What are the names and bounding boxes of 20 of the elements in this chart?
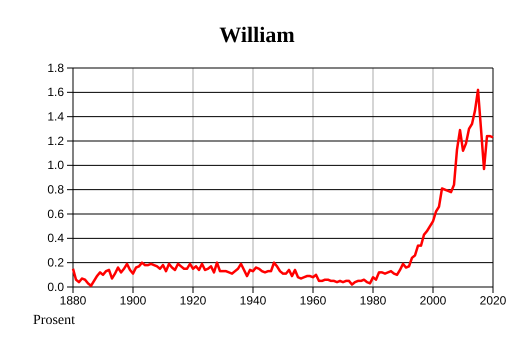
chart-title: William <box>219 22 295 47</box>
x-tick-label: 2000 <box>420 294 447 308</box>
y-tick-label: 0.2 <box>47 256 64 270</box>
x-tick-label: 1940 <box>240 294 267 308</box>
y-tick-label: 1.8 <box>47 60 64 75</box>
x-tick-label: 1880 <box>60 294 87 308</box>
text: Prosent <box>33 313 76 328</box>
y-tick-label: 0.0 <box>47 280 64 294</box>
x-tick-label: 1980 <box>360 294 387 308</box>
x-tick-label: 2020 <box>480 294 507 308</box>
y-tick-label: 0.4 <box>47 231 64 246</box>
x-tick-label: 1920 <box>180 294 207 308</box>
y-tick-label: 1.2 <box>47 134 64 148</box>
x-tick-label: 1960 <box>300 294 327 308</box>
y-tick-label: 1.0 <box>47 158 64 172</box>
y-tick-label: 1.4 <box>47 110 64 124</box>
y-tick-label: 0.6 <box>47 206 64 221</box>
y-tick-label: 0.8 <box>47 182 64 197</box>
x-tick-label: 1900 <box>120 294 147 308</box>
y-tick-label: 1.6 <box>47 85 64 100</box>
